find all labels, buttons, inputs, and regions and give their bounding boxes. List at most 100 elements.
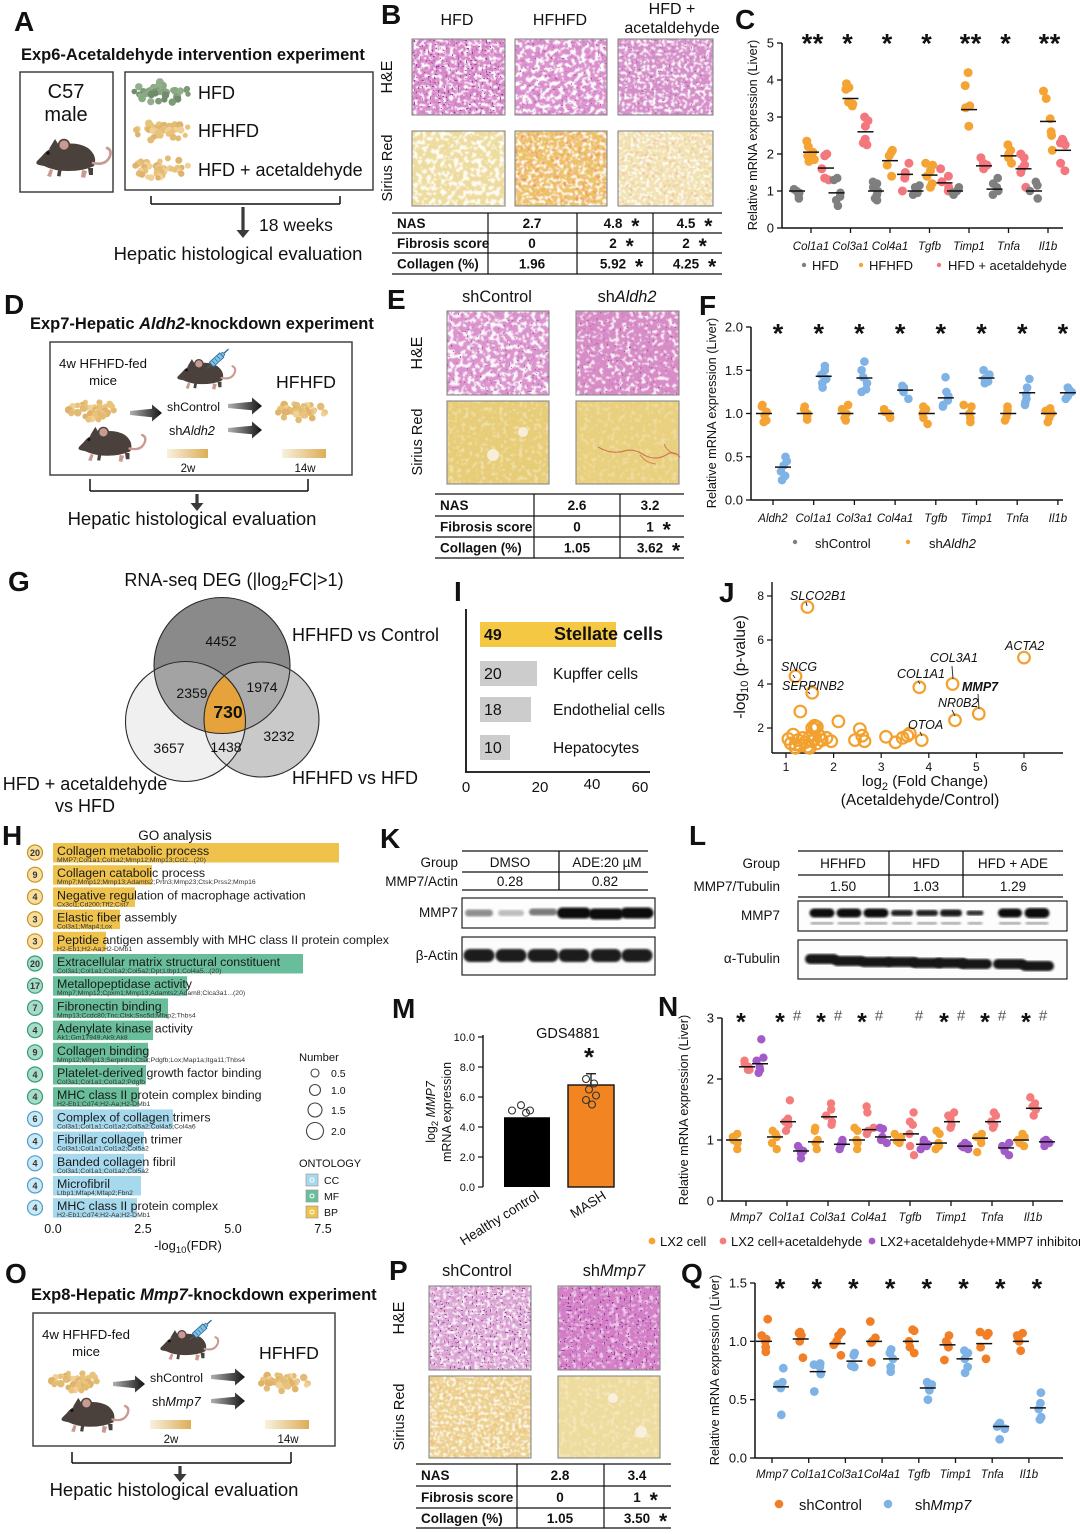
svg-text:0: 0 [556, 1490, 564, 1505]
svg-text:4: 4 [32, 1203, 37, 1213]
svg-text:#: # [1039, 1007, 1048, 1024]
svg-text:NR0B2: NR0B2 [938, 696, 978, 710]
svg-text:0.5: 0.5 [729, 1392, 747, 1407]
svg-text:Hepatic histological evaluatio: Hepatic histological evaluation [114, 243, 363, 264]
svg-text:-log10(FDR): -log10(FDR) [154, 1238, 222, 1256]
svg-text:Endothelial cells: Endothelial cells [553, 702, 665, 719]
svg-text:HFD: HFD [198, 83, 235, 103]
svg-text:Mmp7: Mmp7 [756, 1469, 789, 1481]
svg-text:4: 4 [32, 1092, 37, 1102]
svg-text:MMP7/Tubulin: MMP7/Tubulin [693, 879, 780, 894]
svg-text:HFHFD: HFHFD [259, 1343, 319, 1363]
svg-text:Metallopeptidase activity: Metallopeptidase activity [57, 977, 193, 991]
svg-text:0.0: 0.0 [460, 1182, 475, 1194]
svg-text:LX2 cell+acetaldehyde: LX2 cell+acetaldehyde [731, 1234, 862, 1249]
svg-text:4.5: 4.5 [677, 216, 696, 231]
svg-text:HFD +: HFD + [649, 1, 696, 18]
svg-text:*: * [802, 28, 813, 58]
svg-text:α-Tubulin: α-Tubulin [724, 951, 780, 966]
svg-text:2.6: 2.6 [568, 498, 587, 513]
svg-text:4: 4 [32, 1159, 37, 1169]
svg-text:17: 17 [30, 981, 40, 991]
svg-text:Peptide antigen assembly with: Peptide antigen assembly with MHC class … [57, 933, 390, 947]
svg-text:Q: Q [681, 1258, 703, 1289]
svg-text:0: 0 [707, 1194, 714, 1209]
svg-text:P: P [389, 1255, 408, 1286]
svg-text:ACTA2: ACTA2 [1004, 639, 1044, 653]
svg-text:1.50: 1.50 [830, 879, 856, 894]
svg-text:HFHFD vs Control: HFHFD vs Control [292, 625, 439, 645]
svg-text:4: 4 [32, 892, 37, 902]
svg-text:*: * [1032, 1273, 1043, 1303]
svg-text:Tnfa: Tnfa [980, 1212, 1003, 1224]
svg-text:DMSO: DMSO [490, 855, 531, 870]
svg-text:*: * [976, 318, 987, 348]
svg-text:0.0: 0.0 [44, 1222, 61, 1236]
svg-text:2w: 2w [181, 463, 196, 475]
svg-text:60: 60 [632, 779, 649, 796]
svg-text:Fibrosis score: Fibrosis score [421, 1490, 514, 1505]
svg-text:3.2: 3.2 [641, 498, 660, 513]
svg-text:4w HFHFD-fed: 4w HFHFD-fed [42, 1327, 130, 1342]
svg-text:Col1a1: Col1a1 [793, 241, 829, 253]
svg-text:1.0: 1.0 [729, 1334, 747, 1349]
svg-text:HFD: HFD [912, 856, 940, 871]
svg-text:#: # [875, 1007, 884, 1024]
svg-text:1974: 1974 [246, 679, 277, 695]
svg-text:Collagen (%): Collagen (%) [421, 1511, 503, 1526]
svg-text:H2-Eb1;Cd74;H2-Aa;H2-DMb1: H2-Eb1;Cd74;H2-Aa;H2-DMb1 [57, 1212, 151, 1219]
svg-text:2.0: 2.0 [331, 1126, 346, 1138]
svg-text:1: 1 [633, 1490, 641, 1505]
svg-text:(Acetaldehyde/Control): (Acetaldehyde/Control) [841, 792, 1000, 809]
svg-text:1: 1 [646, 519, 654, 534]
svg-text:Cx3cl1;Cd200;Tff2;Cst7: Cx3cl1;Cd200;Tff2;Cst7 [57, 901, 129, 908]
svg-text:Tgfb: Tgfb [918, 241, 942, 253]
svg-text:Number: Number [299, 1052, 339, 1064]
svg-text:O: O [5, 1258, 27, 1289]
svg-text:40: 40 [584, 776, 601, 793]
svg-text:*: * [971, 28, 982, 58]
svg-text:3: 3 [707, 1011, 714, 1026]
svg-text:SERPINB2: SERPINB2 [782, 679, 844, 693]
svg-text:N: N [658, 991, 678, 1022]
svg-text:4.8: 4.8 [604, 216, 623, 231]
svg-text:C: C [735, 4, 755, 35]
svg-text:*: * [885, 1273, 896, 1303]
svg-text:*: * [816, 1008, 826, 1036]
svg-text:Sirius Red: Sirius Red [410, 409, 426, 476]
svg-text:shMmp7: shMmp7 [583, 1262, 646, 1280]
svg-text:*: * [1050, 28, 1061, 58]
svg-text:3.62: 3.62 [637, 540, 663, 555]
svg-text:Group: Group [742, 856, 780, 871]
svg-text:HFD: HFD [441, 12, 474, 29]
svg-text:*: * [1021, 1008, 1031, 1036]
svg-text:Col3a1: Col3a1 [832, 241, 868, 253]
svg-text:*: * [1058, 318, 1069, 348]
svg-text:*: * [960, 28, 971, 58]
svg-text:*: * [708, 255, 717, 278]
svg-text:*: * [775, 1273, 786, 1303]
svg-text:Fibrillar collagen trimer: Fibrillar collagen trimer [57, 1133, 182, 1147]
svg-text:Relative mRNA expression (Live: Relative mRNA expression (Liver) [705, 318, 719, 508]
svg-text:1.05: 1.05 [564, 540, 591, 555]
svg-text:NAS: NAS [397, 216, 426, 231]
svg-text:*: * [811, 1273, 822, 1303]
svg-text:H&E: H&E [391, 1302, 408, 1335]
svg-text:5.0: 5.0 [224, 1222, 241, 1236]
svg-text:1.0: 1.0 [331, 1085, 346, 1097]
svg-text:acetaldehyde: acetaldehyde [624, 20, 719, 37]
svg-text:*: * [635, 255, 644, 278]
svg-text:14w: 14w [277, 1434, 299, 1446]
svg-text:Il1b: Il1b [1039, 241, 1058, 253]
svg-text:Extracellular matrix structura: Extracellular matrix structural constitu… [57, 955, 281, 969]
svg-text:mice: mice [72, 1344, 100, 1359]
svg-text:6: 6 [1021, 760, 1028, 774]
svg-text:2: 2 [757, 721, 764, 735]
svg-text:GO analysis: GO analysis [138, 828, 212, 843]
svg-text:2.0: 2.0 [460, 1152, 475, 1164]
svg-text:B: B [381, 0, 401, 30]
svg-text:*: * [939, 1008, 949, 1036]
svg-text:Hepatocytes: Hepatocytes [553, 740, 639, 757]
svg-text:mice: mice [89, 373, 117, 388]
svg-text:*: * [704, 215, 713, 238]
